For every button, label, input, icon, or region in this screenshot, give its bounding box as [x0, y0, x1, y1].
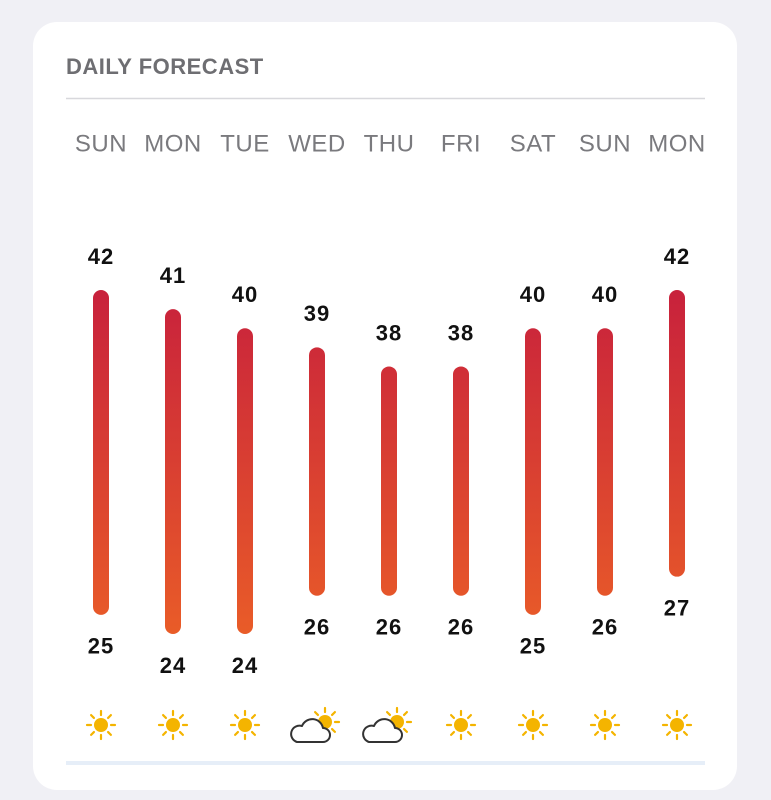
sun-ray — [402, 727, 408, 733]
sun-ray — [610, 730, 616, 736]
sun-ray — [682, 714, 688, 720]
sun-ray — [178, 730, 184, 736]
high-temp-label: 38 — [448, 320, 474, 345]
sun-ray — [610, 714, 616, 720]
sun-icon — [670, 718, 684, 732]
temperature-range-bar — [453, 366, 469, 596]
low-temp-label: 25 — [520, 634, 546, 659]
weather-icon — [445, 709, 477, 741]
sun-ray — [250, 730, 256, 736]
temperature-range-bar — [669, 290, 685, 577]
sun-ray — [466, 714, 472, 720]
day-label: TUE — [220, 130, 270, 157]
day-label: SAT — [510, 130, 556, 157]
sun-ray — [402, 711, 408, 717]
day-label: MON — [648, 130, 706, 157]
low-temp-label: 25 — [88, 634, 114, 659]
temperature-range-bar — [93, 290, 109, 615]
sun-ray — [330, 727, 336, 733]
high-temp-label: 40 — [520, 282, 546, 307]
day-label: FRI — [441, 130, 481, 157]
sun-ray — [386, 711, 392, 717]
high-temp-label: 40 — [592, 282, 618, 307]
sun-ray — [90, 714, 96, 720]
high-temp-label: 38 — [376, 320, 402, 345]
day-label: SUN — [75, 130, 127, 157]
sun-ray — [178, 714, 184, 720]
sun-ray — [538, 714, 544, 720]
cloud-icon — [290, 718, 331, 743]
sun-ray — [538, 730, 544, 736]
day-label: WED — [288, 130, 346, 157]
sun-ray — [594, 714, 600, 720]
sun-ray — [330, 711, 336, 717]
weather-icon — [362, 706, 413, 743]
low-temp-label: 24 — [232, 653, 258, 678]
low-temp-label: 26 — [448, 615, 474, 640]
sun-ray — [106, 730, 112, 736]
weather-icon — [85, 709, 117, 741]
sun-ray — [450, 714, 456, 720]
low-temp-label: 26 — [304, 615, 330, 640]
temperature-range-bar — [165, 309, 181, 634]
temperature-range-bar — [381, 366, 397, 596]
sun-icon — [454, 718, 468, 732]
day-label: SUN — [579, 130, 631, 157]
sun-ray — [666, 730, 672, 736]
temperature-range-bar — [525, 328, 541, 615]
low-temp-label: 27 — [664, 595, 690, 620]
day-label: THU — [364, 130, 415, 157]
temperature-range-bar — [597, 328, 613, 596]
high-temp-label: 42 — [88, 244, 114, 269]
sun-ray — [314, 711, 320, 717]
low-temp-label: 26 — [376, 615, 402, 640]
weather-icon — [290, 706, 341, 743]
sun-icon — [598, 718, 612, 732]
temperature-range-bar — [309, 347, 325, 596]
sun-icon — [526, 718, 540, 732]
sun-ray — [466, 730, 472, 736]
weather-icon — [589, 709, 621, 741]
weather-icon — [229, 709, 261, 741]
sun-ray — [162, 714, 168, 720]
sun-ray — [522, 714, 528, 720]
sun-ray — [90, 730, 96, 736]
sun-icon — [238, 718, 252, 732]
sun-ray — [234, 714, 240, 720]
high-temp-label: 40 — [232, 282, 258, 307]
sun-ray — [162, 730, 168, 736]
sun-ray — [106, 714, 112, 720]
sun-ray — [594, 730, 600, 736]
plot: SUN 42 25 MON 41 24 TUE 40 24 WED 39 26 THU 38 26 FRI 38… — [75, 130, 706, 743]
low-temp-label: 24 — [160, 653, 186, 678]
scroll-indicator — [66, 761, 705, 765]
sun-icon — [94, 718, 108, 732]
sun-ray — [666, 714, 672, 720]
weather-icon — [661, 709, 693, 741]
day-label: MON — [144, 130, 202, 157]
weather-icon — [517, 709, 549, 741]
high-temp-label: 42 — [664, 244, 690, 269]
sun-ray — [450, 730, 456, 736]
weather-icon — [157, 709, 189, 741]
sun-ray — [250, 714, 256, 720]
sun-ray — [682, 730, 688, 736]
cloud-icon — [362, 718, 403, 743]
sun-icon — [166, 718, 180, 732]
low-temp-label: 26 — [592, 615, 618, 640]
temperature-range-bar — [237, 328, 253, 634]
sun-ray — [522, 730, 528, 736]
widget-title: DAILY FORECAST — [66, 54, 264, 79]
sun-ray — [234, 730, 240, 736]
high-temp-label: 41 — [160, 263, 186, 288]
high-temp-label: 39 — [304, 301, 330, 326]
